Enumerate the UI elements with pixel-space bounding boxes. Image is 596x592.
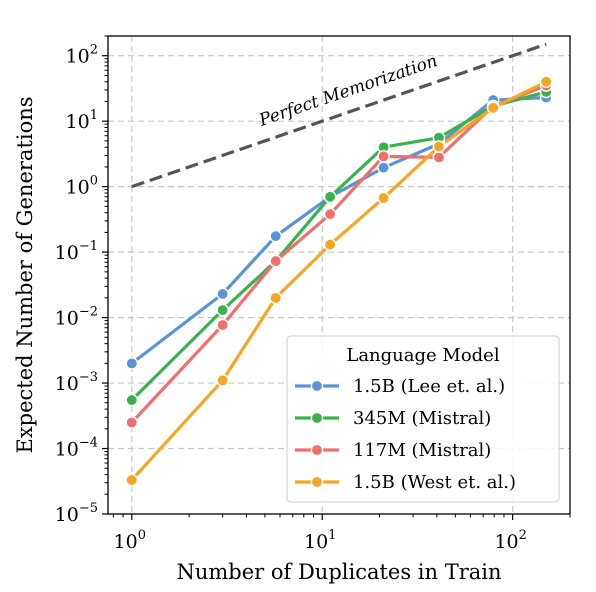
data-point: [125, 393, 139, 407]
x-tick-label: 101: [304, 528, 336, 553]
data-point: [125, 473, 139, 487]
legend-label: 1.5B (West et. al.): [353, 472, 516, 493]
x-tick-label: 100: [114, 528, 146, 553]
series-line: [130, 95, 548, 365]
y-tick-label: 10−2: [55, 305, 98, 330]
legend-swatch-marker: [310, 411, 324, 425]
data-point: [377, 150, 390, 163]
data-point: [377, 191, 390, 205]
perfect-memorization-line: [131, 42, 547, 189]
y-axis-title: Expected Number of Generations: [13, 96, 37, 453]
y-tick-label: 102: [66, 43, 98, 68]
data-point: [323, 190, 337, 204]
legend-box: [286, 335, 560, 503]
x-axis-title: Number of Duplicates in Train: [176, 560, 501, 584]
data-point: [125, 357, 139, 370]
y-tick-label: 10−5: [55, 501, 98, 526]
data-point: [269, 291, 283, 305]
data-point: [323, 238, 337, 251]
series-line: [130, 90, 548, 402]
legend-title: Language Model: [346, 345, 499, 366]
data-point: [216, 374, 229, 387]
y-tick-label: 10−1: [55, 239, 98, 264]
series-line: [130, 80, 548, 482]
y-tick-label: 10−3: [55, 370, 98, 395]
x-ticks: 100 101 102: [112, 514, 571, 553]
data-point: [125, 416, 139, 429]
series-group: [125, 75, 553, 487]
data-point: [216, 318, 229, 332]
y-tick-label: 101: [66, 108, 98, 133]
legend-swatch-marker: [310, 379, 324, 393]
plot-frame: [107, 35, 571, 515]
data-point: [432, 140, 446, 153]
data-point: [377, 161, 390, 174]
y-tick-label: 10−4: [55, 436, 98, 461]
legend-label: 1.5B (Lee et. al.): [353, 376, 505, 397]
y-tick-label: 100: [66, 174, 98, 199]
data-point: [269, 229, 283, 243]
y-ticks: 10−5 10−4 10−3 10−2 10−1 100 101 102: [55, 35, 108, 526]
legend-label: 117M (Mistral): [353, 440, 491, 461]
data-point: [269, 254, 283, 268]
data-point: [323, 207, 337, 221]
data-point: [486, 101, 500, 115]
legend: Language Model 1.5B (Lee et. al.) 345M (Mi…: [286, 335, 560, 503]
data-point: [539, 75, 553, 89]
legend-label: 345M (Mistral): [353, 408, 491, 429]
legend-swatch-marker: [310, 475, 324, 489]
x-tick-label: 102: [494, 528, 526, 553]
data-point: [432, 151, 446, 164]
legend-swatch-marker: [310, 443, 324, 457]
data-point: [216, 287, 229, 301]
data-point: [216, 303, 229, 317]
